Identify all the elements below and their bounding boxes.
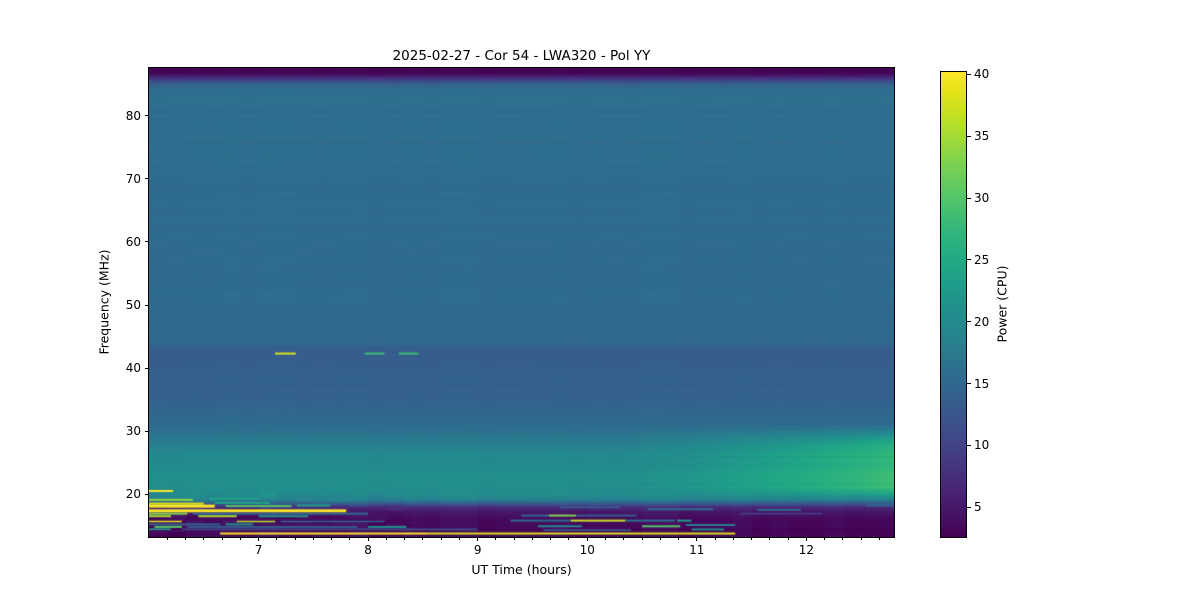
x-major-tick (477, 537, 479, 541)
colorbar-tick (967, 321, 971, 323)
colorbar-tick-label: 15 (974, 376, 990, 391)
y-tick-label: 20 (125, 487, 141, 502)
x-minor-tick (294, 537, 296, 540)
y-tick-label: 50 (125, 298, 141, 313)
y-tick-label: 60 (125, 234, 141, 249)
x-minor-tick (824, 537, 826, 540)
x-minor-tick (678, 537, 680, 540)
x-minor-tick (714, 537, 716, 540)
x-minor-tick (440, 537, 442, 540)
x-minor-tick (787, 537, 789, 540)
x-minor-tick (751, 537, 753, 540)
y-major-tick (145, 493, 149, 495)
y-major-tick (145, 304, 149, 306)
x-minor-tick (349, 537, 351, 540)
spectrogram-heatmap (149, 68, 894, 537)
x-minor-tick (404, 537, 406, 540)
colorbar-tick-label: 20 (974, 314, 990, 329)
y-tick-label: 80 (125, 108, 141, 123)
colorbar-tick-label: 5 (974, 500, 982, 515)
x-minor-tick (605, 537, 607, 540)
x-tick-label: 7 (254, 543, 263, 557)
colorbar-tick (967, 259, 971, 261)
y-major-tick (145, 241, 149, 243)
y-axis-label: Frequency (MHz) (96, 249, 112, 355)
x-minor-tick (312, 537, 314, 540)
x-major-tick (258, 537, 260, 541)
x-minor-tick (203, 537, 205, 540)
y-major-tick (145, 115, 149, 117)
x-minor-tick (568, 537, 570, 540)
x-minor-tick (458, 537, 460, 540)
colorbar-tick (967, 73, 971, 75)
x-major-tick (367, 537, 369, 541)
x-minor-tick (531, 537, 533, 540)
x-minor-tick (166, 537, 168, 540)
x-minor-tick (860, 537, 862, 540)
x-minor-tick (276, 537, 278, 540)
y-major-tick (145, 178, 149, 180)
x-minor-tick (769, 537, 771, 540)
x-axis-label: UT Time (hours) (471, 562, 572, 577)
x-tick-label: 11 (689, 543, 705, 557)
colorbar-tick-label: 35 (974, 129, 990, 144)
colorbar-tick (967, 444, 971, 446)
x-major-tick (586, 537, 588, 541)
colorbar-tick-label: 10 (974, 438, 990, 453)
x-minor-tick (623, 537, 625, 540)
x-tick-label: 9 (473, 543, 482, 557)
x-minor-tick (550, 537, 552, 540)
x-minor-tick (331, 537, 333, 540)
x-minor-tick (422, 537, 424, 540)
x-major-tick (696, 537, 698, 541)
colorbar-tick-label: 40 (974, 67, 990, 82)
colorbar-tick (967, 506, 971, 508)
y-tick-label: 70 (125, 171, 141, 186)
x-minor-tick (641, 537, 643, 540)
x-minor-tick (495, 537, 497, 540)
x-minor-tick (842, 537, 844, 540)
x-minor-tick (239, 537, 241, 540)
x-tick-label: 12 (798, 543, 814, 557)
x-minor-tick (185, 537, 187, 540)
y-tick-label: 30 (125, 424, 141, 439)
x-minor-tick (732, 537, 734, 540)
y-tick-label: 40 (125, 361, 141, 376)
x-major-tick (805, 537, 807, 541)
colorbar-tick (967, 197, 971, 199)
x-minor-tick (659, 537, 661, 540)
colorbar-tick (967, 383, 971, 385)
colorbar-tick (967, 135, 971, 137)
y-major-tick (145, 367, 149, 369)
x-minor-tick (221, 537, 223, 540)
x-minor-tick (878, 537, 880, 540)
colorbar-gradient (941, 72, 966, 537)
chart-title: 2025-02-27 - Cor 54 - LWA320 - Pol YY (392, 48, 651, 64)
x-tick-label: 10 (579, 543, 595, 557)
x-minor-tick (385, 537, 387, 540)
y-major-tick (145, 430, 149, 432)
colorbar-tick-label: 30 (974, 191, 990, 206)
colorbar-frame (940, 71, 967, 538)
x-tick-label: 8 (364, 543, 372, 557)
colorbar-label: Power (CPU) (994, 265, 1010, 343)
x-minor-tick (513, 537, 515, 540)
colorbar-tick-label: 25 (974, 252, 990, 267)
